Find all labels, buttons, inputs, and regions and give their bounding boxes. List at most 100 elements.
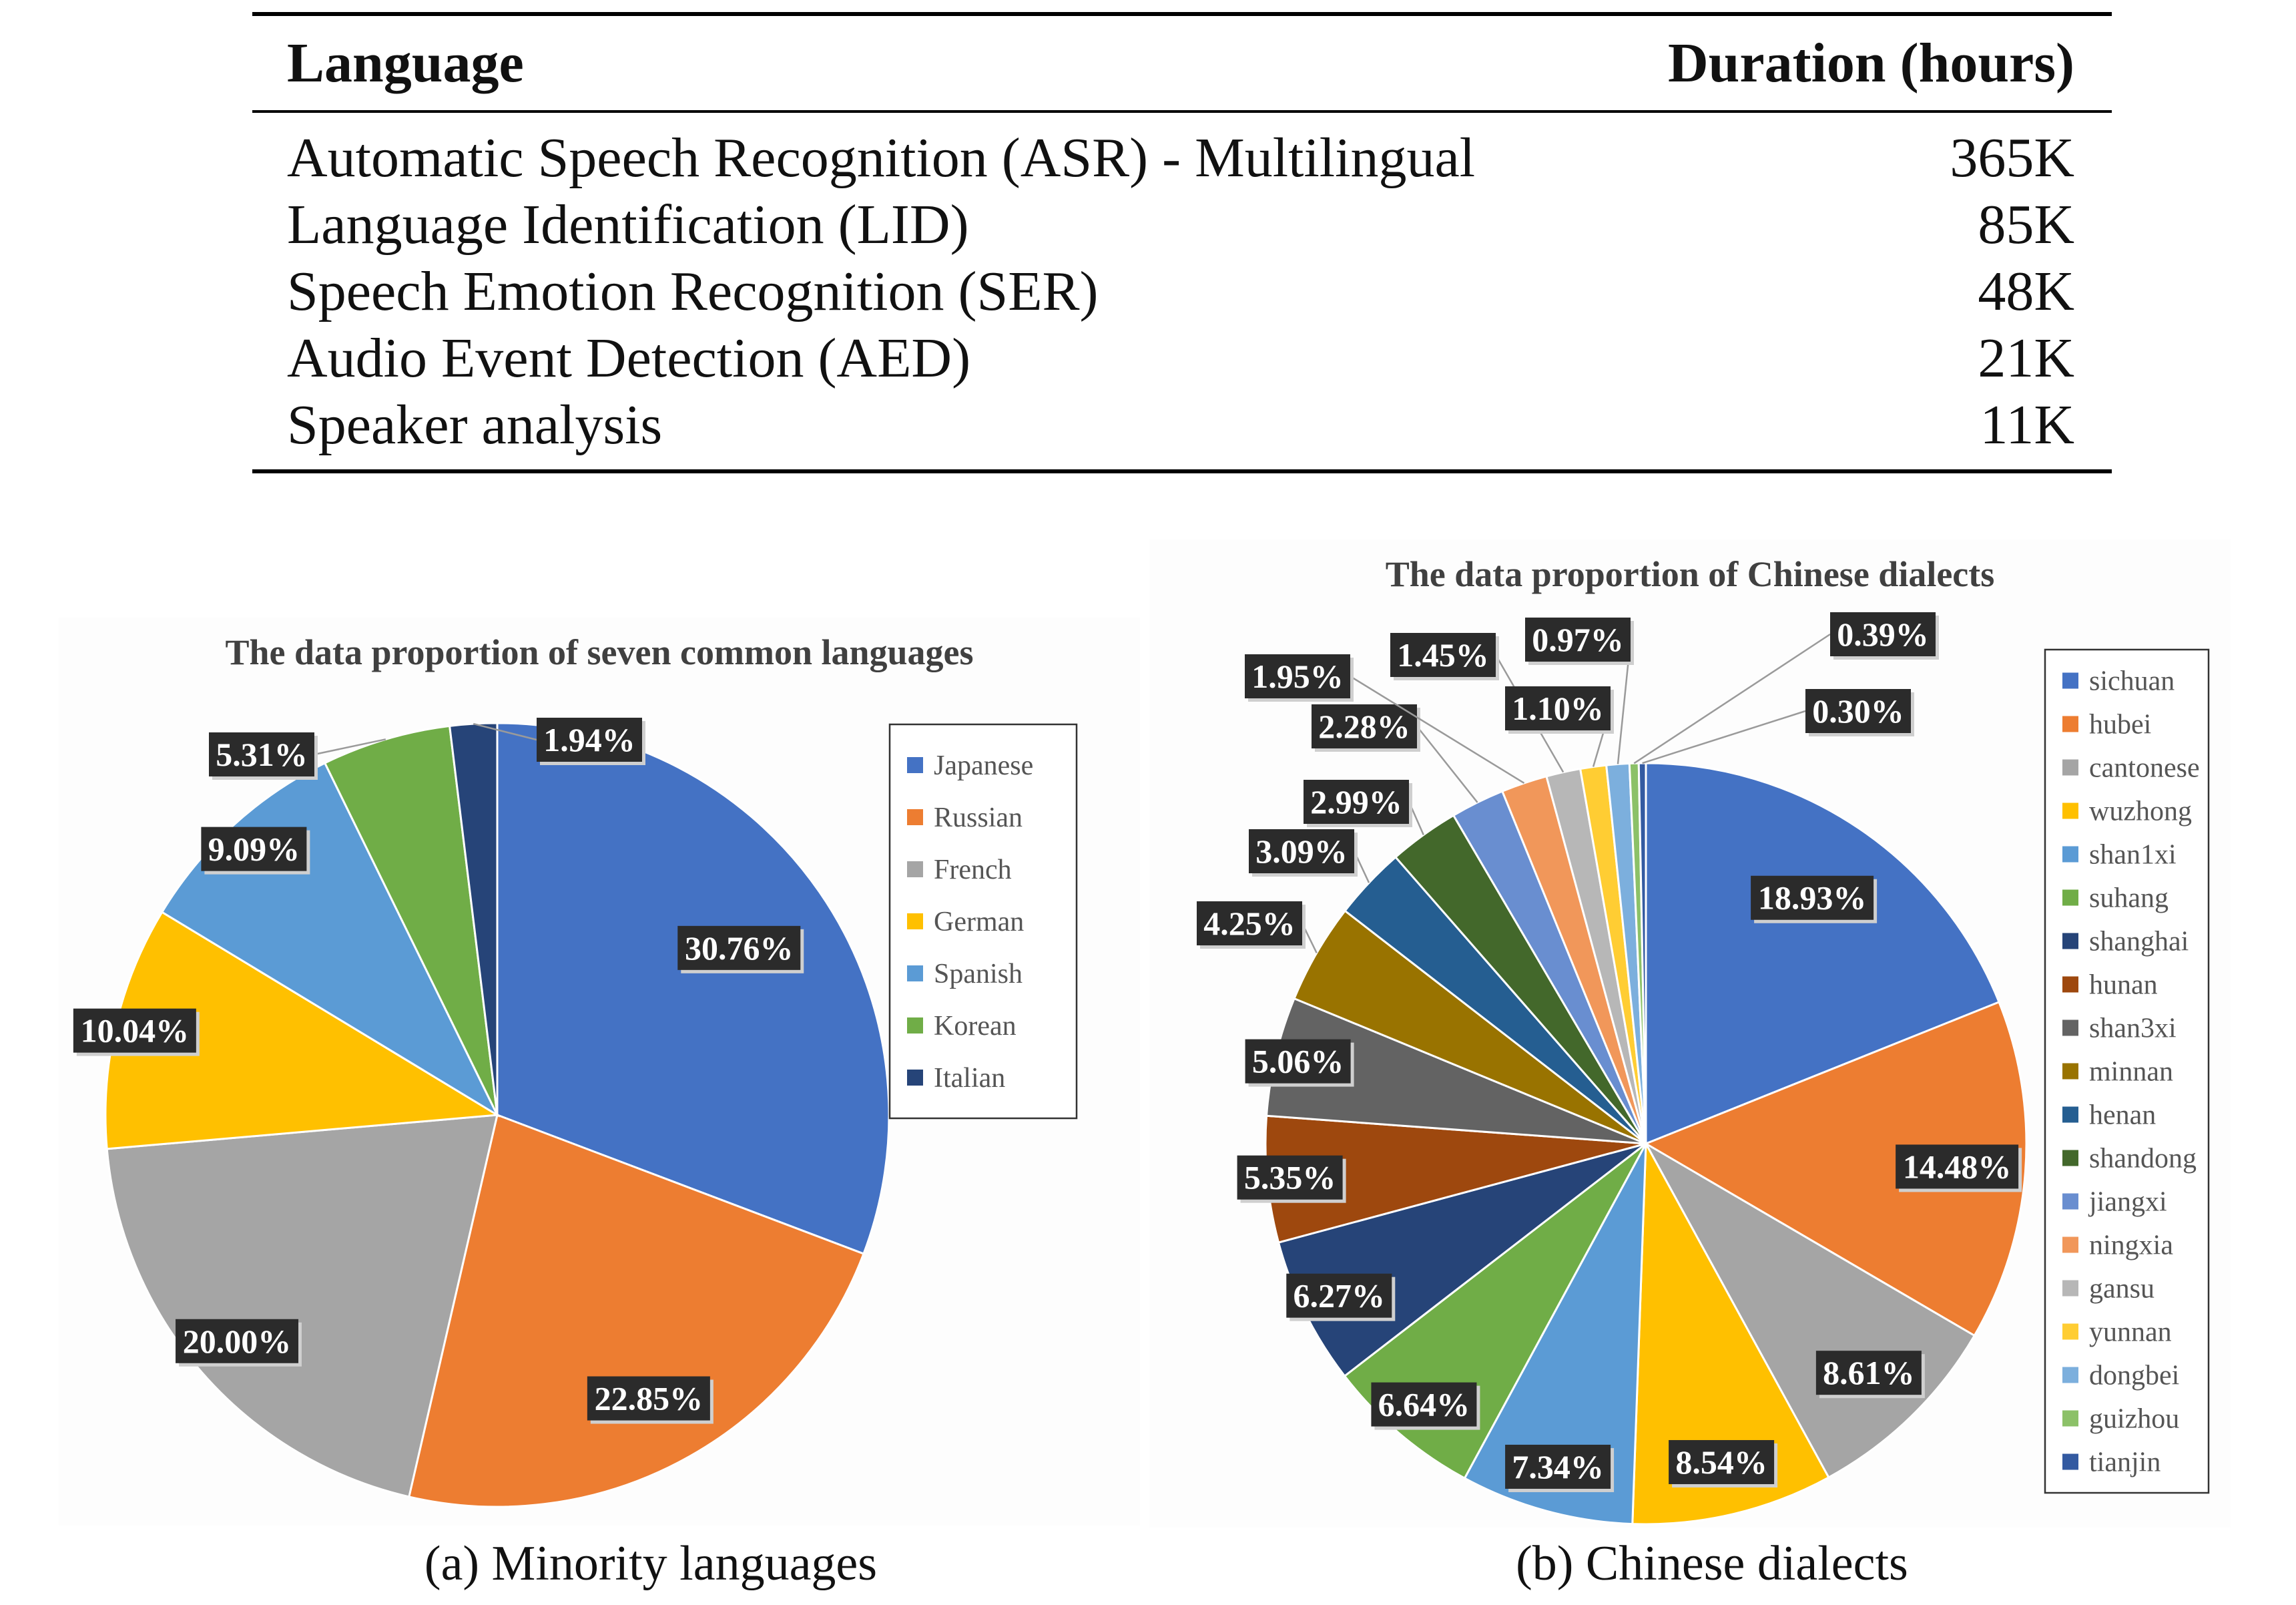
data-label-box (1505, 1444, 1611, 1489)
duration-cell: 365K (1950, 127, 2074, 189)
legend-entry-ningxia: ningxia (2089, 1230, 2173, 1261)
leader-line (1642, 710, 1806, 764)
legend-swatch-henan (2062, 1106, 2078, 1123)
duration-cell: 48K (1978, 260, 2074, 322)
header-language: Language (252, 12, 1601, 113)
data-label-box (1245, 654, 1350, 698)
caption-minority-languages: (a) Minority languages (424, 1536, 878, 1591)
legend-swatch-hubei (2062, 716, 2078, 732)
legend-swatch-shan1xi (2062, 846, 2078, 863)
legend-entry-shan1xi: shan1xi (2089, 840, 2177, 871)
legend-entry-shandong: shandong (2089, 1144, 2197, 1174)
duration-cell: 11K (1600, 392, 2112, 473)
table-row: Speaker analysis 11K (252, 392, 2112, 473)
minority-languages-chart: The data proportion of seven common lang… (59, 618, 1140, 1526)
pie-slice-tianjin (1637, 762, 1647, 1144)
legend-entry-japanese: Japanese (934, 750, 1033, 781)
data-label-shan3xi: 5.06% (1252, 1043, 1344, 1080)
data-label-box (1505, 686, 1611, 730)
legend-swatch-cantonese (2062, 759, 2078, 776)
legend-entry-german: German (934, 907, 1024, 937)
stats-table: Language Duration (hours) Automatic Spee… (252, 12, 2112, 473)
data-label-box (1669, 1439, 1775, 1484)
legend-entry-jiangxi: jiangxi (2088, 1187, 2167, 1218)
leader-line (1633, 633, 1831, 764)
data-label-korean: 5.31% (216, 736, 308, 773)
data-label-ningxia: 1.95% (1251, 658, 1344, 695)
data-label-box (176, 1319, 299, 1363)
legend-entry-sichuan: sichuan (2089, 666, 2175, 697)
data-label-german: 10.04% (81, 1012, 190, 1050)
data-label-box (73, 1008, 196, 1053)
pie-slice-sichuan (1645, 762, 2001, 1146)
legend-swatch-german (907, 913, 923, 929)
data-label-box (1390, 633, 1496, 677)
task-cell: Automatic Speech Recognition (ASR) - Mul… (287, 127, 1476, 189)
legend-swatch-japanese (907, 757, 923, 773)
task-cell: Speaker analysis (252, 392, 1601, 473)
table-header-row: Language Duration (hours) (252, 12, 2112, 113)
table-row: Language Identification (LID) 85K (252, 192, 2112, 258)
data-label-box (1197, 901, 1302, 945)
data-label-wuzhong: 8.54% (1675, 1443, 1767, 1481)
data-label-japanese: 30.76% (685, 929, 794, 967)
legend-swatch-korean (907, 1017, 923, 1034)
data-label-shan1xi: 7.34% (1512, 1448, 1604, 1485)
legend-swatch-shanghai (2062, 933, 2078, 949)
data-label-spanish: 9.09% (208, 831, 300, 868)
data-label-box (1896, 1144, 2019, 1189)
data-label-cantonese: 8.61% (1823, 1354, 1915, 1391)
pie-slice-shan1xi (1463, 1143, 1647, 1526)
legend-entry-hunan: hunan (2089, 970, 2158, 1001)
data-label-tianjin: 0.30% (1812, 692, 1904, 730)
pie-slice-italian (448, 722, 499, 1116)
data-label-gansu: 1.45% (1397, 636, 1489, 674)
pie-slice-wuzhong (1631, 1140, 1830, 1526)
data-label-box (201, 827, 307, 871)
data-label-box (1249, 829, 1354, 873)
caption-chinese-dialects: (b) Chinese dialects (1516, 1536, 1908, 1591)
legend-entry-french: French (934, 855, 1012, 885)
pie-slice-hubei (1643, 1000, 2028, 1337)
legend-entry-cantonese: cantonese (2089, 753, 2200, 784)
legend-entry-wuzhong: wuzhong (2089, 796, 2192, 827)
legend-swatch-ningxia (2062, 1236, 2078, 1253)
legend-entry-korean: Korean (934, 1011, 1017, 1042)
legend-swatch-jiangxi (2062, 1193, 2078, 1210)
data-label-box (1751, 875, 1874, 920)
pie-chart-a: The data proportion of seven common lang… (73, 632, 1078, 1508)
data-label-guizhou: 0.39% (1837, 616, 1929, 653)
legend-swatch-yunnan (2062, 1323, 2078, 1340)
legend-entry-guizhou: guizhou (2089, 1404, 2179, 1435)
data-label-russian: 22.85% (595, 1380, 703, 1417)
chinese-dialects-chart: The data proportion of Chinese dialects … (1149, 539, 2231, 1528)
legend-swatch-french (907, 861, 923, 877)
data-label-henan: 3.09% (1255, 833, 1348, 870)
duration-cell: 85K (1978, 194, 2074, 256)
data-label-box (1237, 1155, 1343, 1200)
legend-entry-hubei: hubei (2089, 710, 2151, 740)
data-label-minnan: 4.25% (1203, 905, 1296, 942)
leader-line (473, 722, 537, 741)
legend-swatch-shandong (2062, 1150, 2078, 1166)
data-label-box (1312, 704, 1417, 748)
data-label-box (1830, 612, 1936, 656)
legend-swatch-tianjin (2062, 1453, 2078, 1470)
legend-swatch-sichuan (2062, 672, 2078, 689)
chart-title-a: The data proportion of seven common lang… (225, 632, 973, 672)
legend-swatch-spanish (907, 965, 923, 981)
legend-swatch-hunan (2062, 976, 2078, 993)
table-row: Audio Event Detection (AED) 21K (252, 325, 2112, 392)
legend-swatch-guizhou (2062, 1410, 2078, 1427)
task-cell: Language Identification (LID) (287, 194, 969, 256)
leader-line (314, 738, 386, 756)
data-label-box (1525, 618, 1631, 662)
legend-swatch-russian (907, 809, 923, 825)
table-row: Automatic Speech Recognition (ASR) - Mul… (252, 111, 2112, 192)
task-cell: Audio Event Detection (AED) (287, 327, 971, 389)
legend-entry-spanish: Spanish (934, 959, 1023, 989)
legend-entry-italian: Italian (934, 1063, 1005, 1094)
leader-line (1350, 675, 1525, 784)
legend-entry-shanghai: shanghai (2089, 927, 2189, 957)
pie-slice-french (105, 1114, 499, 1498)
